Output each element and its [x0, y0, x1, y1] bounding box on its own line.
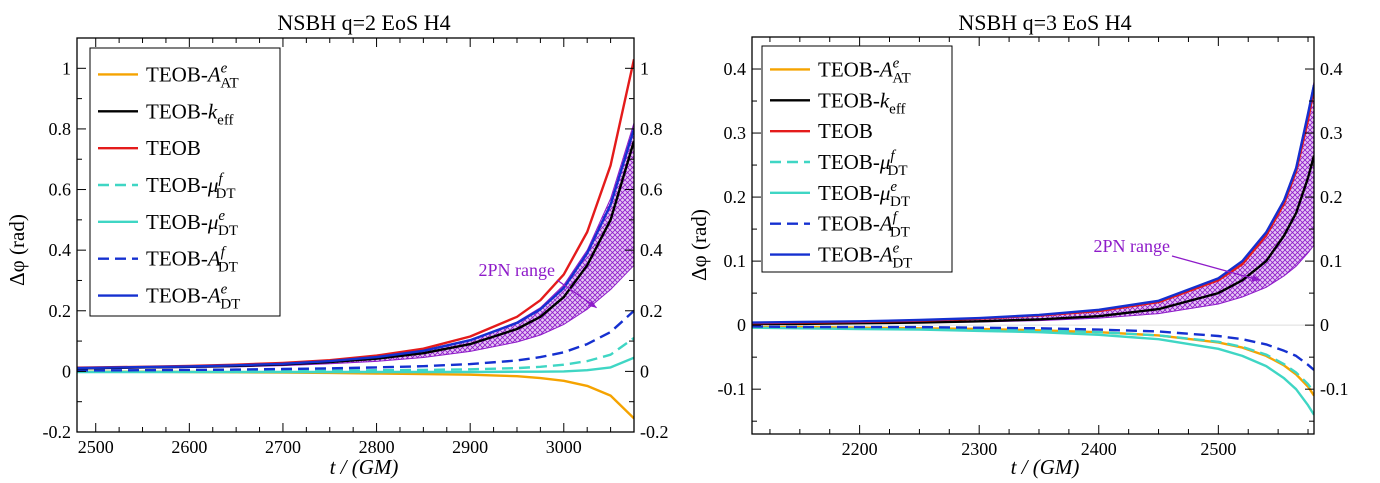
legend-entry: TEOB-μf DT	[146, 171, 236, 202]
legend-entry: TEOB	[146, 136, 201, 160]
x-tick-label: 2300	[961, 439, 997, 459]
plot-area: 2200 2300 2400 2500 -0.1 0 0.1 0.2 0.3 0.4 -0.1 0 0.…	[718, 36, 1349, 459]
y-tick-label-left: 0	[62, 361, 71, 381]
annotation-label: 2PN range	[1094, 236, 1170, 256]
y-tick-label-left: -0.2	[43, 422, 72, 442]
y-tick-label-left: -0.1	[718, 379, 747, 399]
y-tick-label-right: 0.4	[640, 240, 663, 260]
plot-area: 2500 2600 2700 2800 2900 3000 -0.2 0 0.2 0.4 0.6 0.…	[43, 37, 669, 457]
y-tick-label-right: 1	[640, 58, 649, 78]
legend-entry: TEOB	[818, 119, 873, 143]
y-tick-label-right: 0.6	[640, 180, 663, 200]
y-axis-label: Δφ (rad)	[5, 214, 29, 286]
x-tick-label: 3000	[546, 437, 582, 457]
chart-title: NSBH q=2 EoS H4	[277, 10, 450, 35]
legend-box	[761, 45, 953, 273]
legend-entry: TEOB-keff	[818, 88, 906, 117]
legend-entry: TEOB-Ae DT	[818, 241, 912, 272]
y-tick-label-left: 0.2	[49, 301, 72, 321]
y-tick-label-right: 0.8	[640, 119, 663, 139]
series-line	[77, 128, 634, 370]
x-tick-label: 2400	[1081, 439, 1117, 459]
y-tick-label-right: -0.1	[1320, 379, 1349, 399]
y-tick-label-left: 0.4	[49, 240, 72, 260]
x-tick-label: 2800	[359, 437, 395, 457]
y-tick-label-left: 0.3	[724, 123, 747, 143]
y-tick-label-left: 0.6	[49, 180, 72, 200]
y-tick-label-left: 0.1	[724, 251, 747, 271]
chart-panel-q3: NSBH q=3 EoS H4 t / (GM) Δφ (rad) 2200 23…	[687, 10, 1349, 479]
y-tick-label-right: 0.1	[1320, 251, 1343, 271]
plot-frame	[751, 36, 1315, 435]
legend-entry: TEOB-Ae AT	[818, 55, 911, 86]
y-tick-label-right: 0.2	[640, 301, 663, 321]
legend-entry: TEOB-μf DT	[818, 148, 908, 179]
x-tick-label: 2900	[452, 437, 488, 457]
y-tick-label-right: 0	[1320, 315, 1329, 335]
annotation-arrowhead	[1251, 274, 1261, 282]
chart-panel-q2: NSBH q=2 EoS H4 t / (GM) Δφ (rad) 2500 26…	[5, 10, 669, 479]
legend-entry: TEOB-μe DT	[146, 208, 238, 239]
series-line	[752, 84, 1314, 324]
legend-entry: TEOB-Af DT	[146, 245, 238, 276]
y-tick-label-right: 0.2	[1320, 187, 1343, 207]
annotation-arrowhead	[587, 300, 597, 308]
x-axis-label: t / (GM)	[1011, 455, 1080, 479]
x-tick-label: 2700	[265, 437, 301, 457]
x-tick-label: 2200	[842, 439, 878, 459]
legend-entry: TEOB-Ae AT	[146, 60, 239, 91]
legend-entry: TEOB-μe DT	[818, 179, 910, 210]
series-line	[752, 326, 1314, 416]
series-line	[752, 155, 1314, 326]
y-tick-label-left: 0.8	[49, 119, 72, 139]
legend-box	[89, 47, 281, 317]
legend-entry: TEOB-Ae DT	[146, 282, 240, 313]
x-tick-label: 2600	[171, 437, 207, 457]
y-tick-label-left: 0.2	[724, 187, 747, 207]
series-line	[77, 370, 634, 420]
annotation-label: 2PN range	[479, 260, 555, 280]
y-tick-label-right: 0.4	[1320, 59, 1343, 79]
y-tick-label-left: 0	[737, 315, 746, 335]
y-tick-label-right: -0.2	[640, 422, 669, 442]
y-tick-label-left: 0.4	[724, 59, 747, 79]
x-tick-label: 2500	[78, 437, 114, 457]
annotation-arrow	[1171, 255, 1261, 281]
plot-frame	[76, 37, 635, 433]
series-line	[752, 325, 1314, 371]
x-axis-label: t / (GM)	[330, 455, 399, 479]
y-tick-label-left: 1	[62, 58, 71, 78]
legend-entry: TEOB-Af DT	[818, 210, 910, 241]
y-tick-label-right: 0.3	[1320, 123, 1343, 143]
chart-title: NSBH q=3 EoS H4	[958, 10, 1131, 35]
x-tick-label: 2500	[1200, 439, 1236, 459]
y-tick-label-right: 0	[640, 361, 649, 381]
series-line	[77, 309, 634, 372]
legend-entry: TEOB-keff	[146, 99, 234, 128]
y-axis-label: Δφ (rad)	[687, 209, 711, 281]
